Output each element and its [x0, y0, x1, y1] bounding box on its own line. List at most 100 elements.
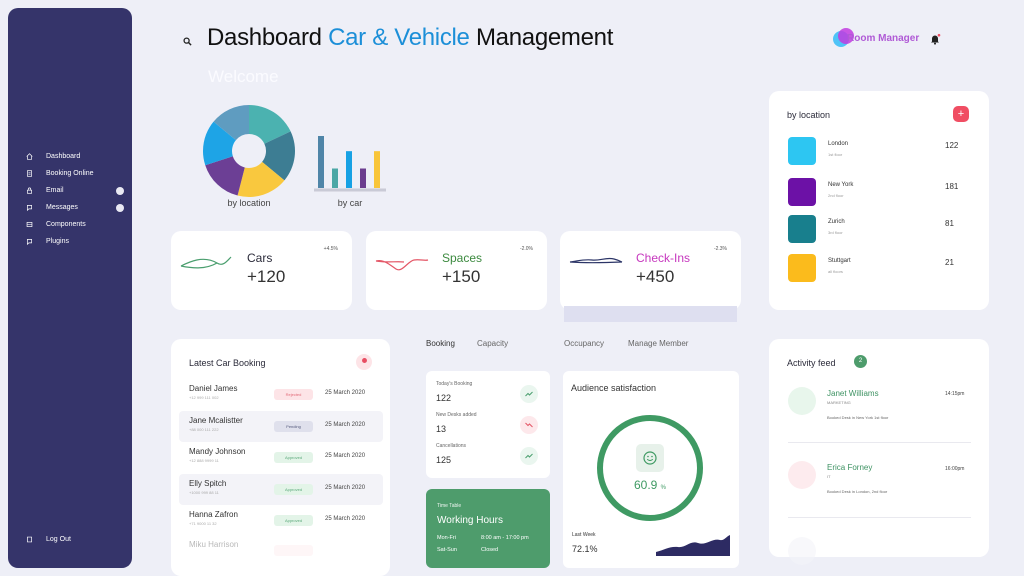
- pie-slice: [203, 121, 236, 166]
- activity-time: 14:15pm: [945, 391, 965, 397]
- spaces-sparkline: [375, 259, 429, 271]
- tab-booking[interactable]: Booking: [426, 339, 455, 348]
- add-location-button[interactable]: +: [953, 106, 969, 122]
- location-title: by location: [787, 110, 831, 120]
- avatar[interactable]: [788, 387, 816, 415]
- tab-capacity[interactable]: Capacity: [477, 339, 509, 348]
- last-week-label: Last Week: [572, 532, 596, 538]
- pie-slice: [237, 161, 285, 197]
- plugin-icon: [26, 238, 46, 245]
- stat-card-spaces[interactable]: Spaces +150 -2.0%: [366, 231, 547, 310]
- activity-desc: Booked Desk in London, 2nd floor: [827, 489, 888, 494]
- activity-desc: Booked Desk in New York 1st floor: [827, 415, 889, 420]
- last-week-value: 72.1%: [572, 544, 598, 554]
- divider: [788, 442, 971, 443]
- smile-icon: [636, 444, 664, 472]
- audience-title: Audience satisfaction: [571, 383, 657, 393]
- activity-count-badge: 2: [854, 355, 867, 368]
- booking-menu-button[interactable]: [356, 354, 372, 370]
- sidebar: Dashboard Booking Online Email Messages …: [8, 8, 132, 568]
- welcome-text: Welcome: [208, 67, 279, 86]
- brand[interactable]: Room Manager: [832, 26, 924, 50]
- dot-icon: [361, 358, 367, 363]
- stat-change: -2.0%: [519, 246, 533, 252]
- sidebar-item-dashboard[interactable]: Dashboard: [26, 148, 126, 165]
- booking-name: Hanna Zafron: [189, 510, 238, 519]
- cars-sparkline: [180, 256, 232, 269]
- stat-card-check-ins[interactable]: Check-Ins +450 -2.3%: [560, 231, 741, 310]
- location-row[interactable]: Zurich 3rd floor 81: [788, 215, 968, 245]
- location-row[interactable]: London 1st floor 122: [788, 137, 968, 167]
- sidebar-item-label: Email: [46, 187, 64, 194]
- sidebar-item-messages[interactable]: Messages: [26, 199, 126, 216]
- sidebar-item-components[interactable]: Components: [26, 216, 126, 233]
- last-week-area-chart: [656, 535, 730, 556]
- location-row[interactable]: Stuttgart all floors 21: [788, 254, 968, 284]
- stat-card-cars[interactable]: Cars +120 +4.5%: [171, 231, 352, 310]
- timetable-hours: Closed: [481, 547, 499, 553]
- sidebar-item-plugins[interactable]: Plugins: [26, 233, 126, 250]
- avatar[interactable]: [788, 461, 816, 489]
- trend-up-icon: [520, 385, 538, 403]
- table-row[interactable]: Jane Mcalistter +88 000 111 222 Pending …: [179, 411, 383, 442]
- metric-label: Today's Booking: [436, 381, 473, 387]
- timetable-card: Time Table Working Hours Mon-Fri 8:00 am…: [426, 489, 550, 568]
- logout-icon: [26, 536, 46, 543]
- location-count: 122: [945, 141, 959, 150]
- timetable-day: Mon-Fri: [437, 535, 456, 541]
- table-row[interactable]: Elly Spitch +1000 999 88 11 Approved 25 …: [179, 474, 383, 505]
- booking-phone: +12 999 111 002: [189, 395, 219, 400]
- location-count: 21: [945, 258, 954, 267]
- pie-slice: [262, 131, 295, 181]
- location-name: London: [828, 141, 849, 147]
- location-name: New York: [828, 182, 854, 188]
- sidebar-item-email[interactable]: Email: [26, 182, 126, 199]
- messages-status-dot: [116, 203, 124, 212]
- booking-name: Miku Harrison: [189, 540, 239, 549]
- bar: [332, 168, 338, 188]
- booking-name: Elly Spitch: [189, 479, 227, 488]
- table-row[interactable]: Hanna Zafron +71 9000 11 32 Approved 25 …: [179, 505, 383, 536]
- table-row[interactable]: Mandy Johnson +12 888 9999 11 Approved 2…: [179, 442, 383, 473]
- stat-label: Cars: [247, 251, 273, 265]
- lock-icon: [26, 187, 46, 194]
- location-row[interactable]: New York 2nd floor 181: [788, 178, 968, 208]
- booking-date: 25 March 2020: [325, 422, 366, 428]
- location-sub: 3rd floor: [828, 230, 843, 235]
- sidebar-item-label: Booking Online: [46, 170, 94, 177]
- timetable-title: Working Hours: [437, 515, 503, 526]
- bar: [346, 151, 352, 188]
- table-row[interactable]: Daniel James +12 999 111 002 Rejected 25…: [179, 379, 383, 410]
- status-badge: Pending: [274, 421, 313, 432]
- title-highlight: Car & Vehicle: [328, 24, 470, 51]
- activity-name[interactable]: Erica Forney: [827, 463, 873, 472]
- activity-card: Activity feed 2 Janet Williams MARKETING…: [769, 339, 989, 565]
- search-icon[interactable]: [183, 33, 192, 51]
- bell-icon[interactable]: [929, 32, 941, 50]
- status-badge: Approved: [274, 515, 313, 526]
- sidebar-item-booking-online[interactable]: Booking Online: [26, 165, 126, 182]
- table-row-faded[interactable]: Miku Harrison: [179, 535, 383, 565]
- metric-value: 13: [436, 424, 447, 434]
- avatar[interactable]: [788, 537, 816, 565]
- bar-caption: by car: [337, 198, 363, 208]
- stat-label: Check-Ins: [636, 251, 691, 265]
- timetable-hours: 8:00 am - 17:00 pm: [481, 535, 529, 541]
- location-sub: 1st floor: [828, 152, 843, 157]
- logout-button[interactable]: Log Out: [26, 536, 71, 543]
- tab-manage-member[interactable]: Manage Member: [628, 339, 689, 348]
- location-swatch: [788, 254, 816, 282]
- divider: [788, 517, 971, 518]
- stat-value: +450: [636, 267, 675, 286]
- booking-name: Jane Mcalistter: [189, 416, 243, 425]
- pie-slice: [249, 105, 291, 144]
- activity-name[interactable]: Janet Williams: [827, 389, 879, 398]
- audience-card: Audience satisfaction 60.9 % Last Week 7…: [563, 371, 739, 568]
- email-status-dot: [116, 186, 124, 195]
- booking-title: Latest Car Booking: [189, 358, 266, 368]
- status-badge: [274, 545, 313, 556]
- brand-name: Room Manager: [847, 33, 920, 44]
- tab-occupancy[interactable]: Occupancy: [564, 339, 605, 348]
- satisfaction-unit: %: [660, 485, 667, 491]
- metric-label: Cancellations: [436, 443, 467, 449]
